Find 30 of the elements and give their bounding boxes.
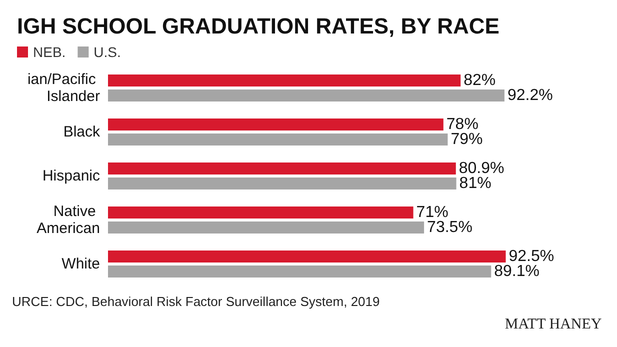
y-tick-label: Native American bbox=[36, 203, 100, 237]
data-label: 89.1% bbox=[494, 263, 540, 280]
text: MATT HANEY bbox=[504, 316, 602, 332]
data-label: 92.2% bbox=[507, 87, 553, 104]
y-tick-label: White bbox=[62, 256, 100, 272]
bar bbox=[108, 90, 504, 102]
data-label: 92.5% bbox=[508, 248, 554, 265]
data-label: 80.9% bbox=[458, 160, 504, 177]
bar bbox=[108, 118, 444, 130]
bar bbox=[108, 162, 456, 174]
text: URCE: CDC, Behavioral Risk Factor Surveillance System, 2019 bbox=[12, 294, 380, 309]
data-label: 82% bbox=[464, 72, 496, 89]
bar bbox=[108, 250, 506, 262]
data-label: 73.5% bbox=[427, 219, 472, 236]
y-tick-label: ian/Pacific Islander bbox=[27, 71, 100, 105]
data-label: 79% bbox=[450, 131, 483, 148]
legend-label: U.S. bbox=[94, 44, 121, 60]
legend-label: NEB. bbox=[33, 44, 66, 60]
chart-title: IGH SCHOOL GRADUATION RATES, BY RACE bbox=[17, 14, 500, 38]
data-label: 81% bbox=[459, 175, 492, 192]
bar bbox=[108, 206, 414, 218]
bar bbox=[108, 266, 492, 278]
y-tick-label: Black bbox=[63, 124, 100, 140]
bar bbox=[108, 74, 461, 86]
bar bbox=[108, 222, 424, 234]
bar bbox=[108, 134, 448, 146]
y-tick-label: Hispanic bbox=[42, 168, 100, 184]
data-label: 71% bbox=[416, 204, 448, 221]
bar bbox=[108, 178, 456, 190]
data-label: 78% bbox=[446, 116, 478, 133]
